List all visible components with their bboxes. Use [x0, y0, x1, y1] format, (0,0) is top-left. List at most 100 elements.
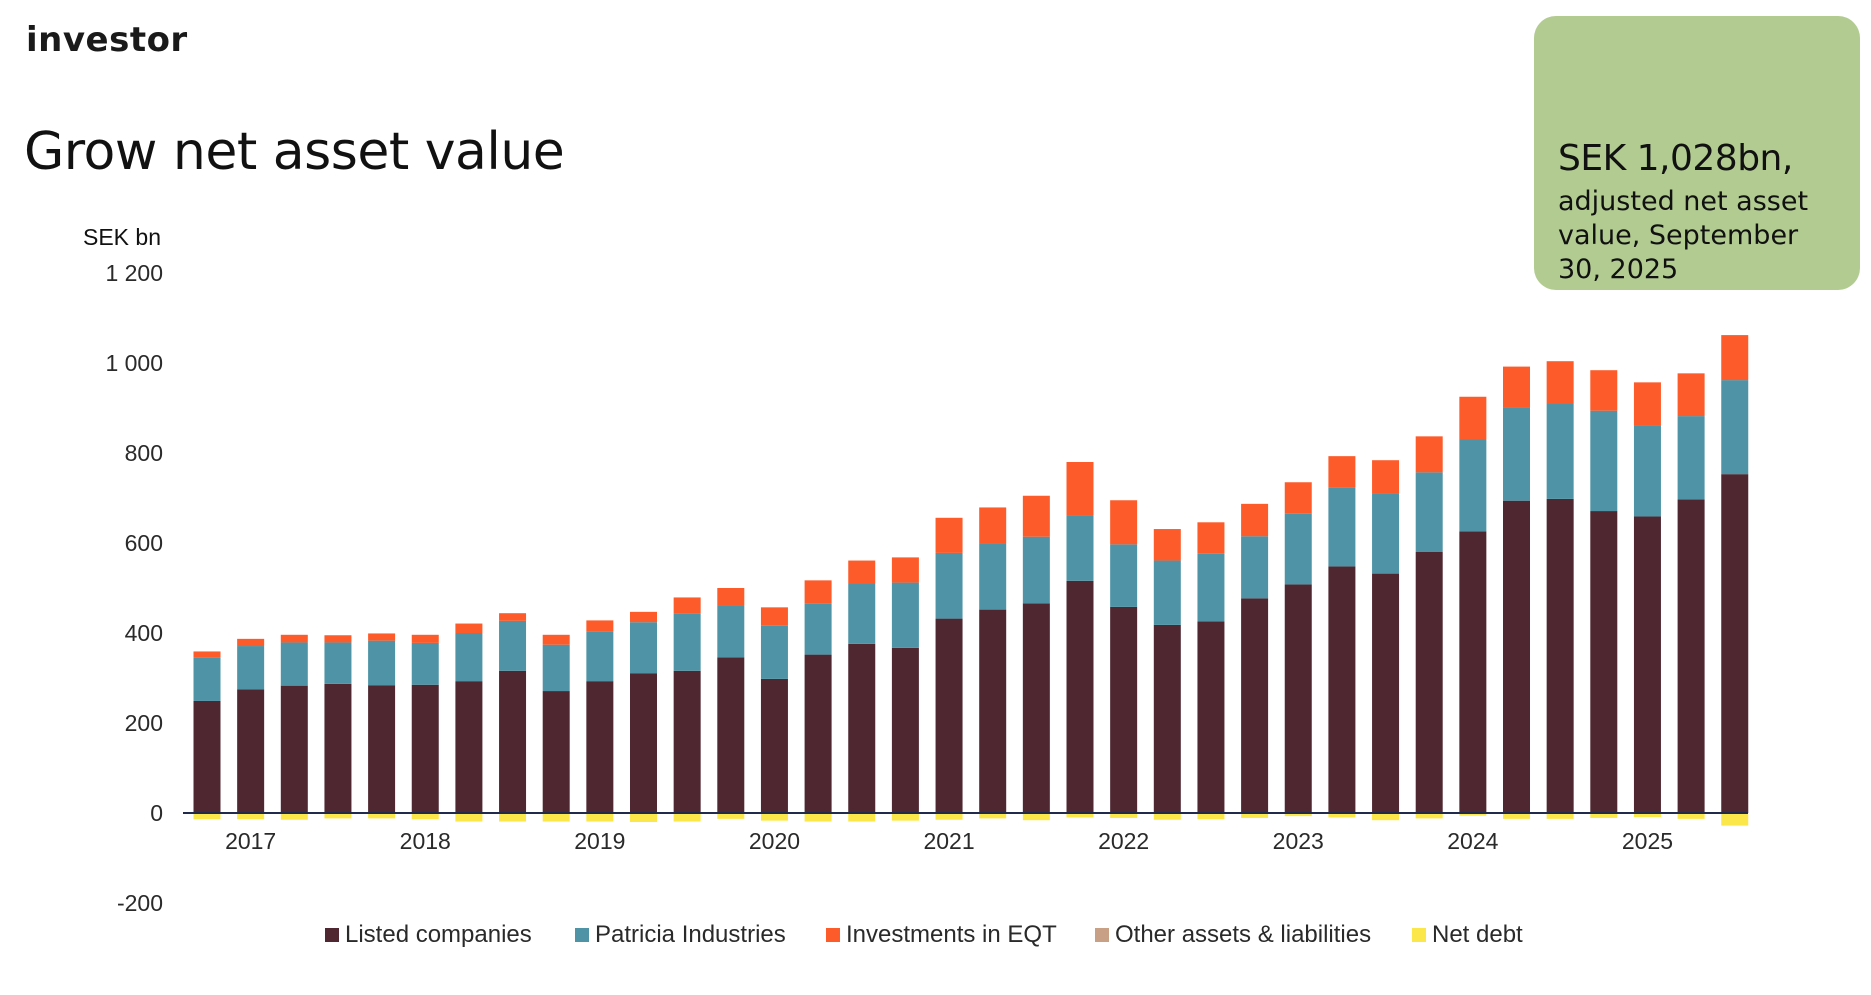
- bar-patricia-industries: [630, 622, 657, 674]
- bar-patricia-industries: [891, 582, 919, 648]
- bar-patricia-industries: [1503, 407, 1530, 501]
- bar-investments-in-eqt: [455, 623, 483, 633]
- bar-listed-companies: [455, 681, 483, 813]
- bar-listed-companies: [1022, 603, 1050, 813]
- bar-net-debt: [324, 813, 352, 819]
- page-title: Grow net asset value: [24, 122, 565, 182]
- y-tick-label: 400: [125, 620, 163, 646]
- bar-listed-companies: [1459, 531, 1487, 813]
- callout-description: adjusted net asset value, September 30, …: [1558, 186, 1809, 285]
- bar-patricia-industries: [411, 642, 439, 685]
- bar-net-debt: [979, 813, 1007, 819]
- bar-patricia-industries: [1153, 560, 1181, 625]
- investor-logo: investor: [26, 20, 188, 60]
- legend-label: Investments in EQT: [846, 921, 1057, 948]
- bar-investments-in-eqt: [324, 635, 352, 643]
- bar-investments-in-eqt: [237, 638, 265, 647]
- bar-listed-companies: [1503, 500, 1530, 813]
- bar-net-debt: [1546, 813, 1574, 819]
- bar-listed-companies: [804, 654, 832, 813]
- bar-patricia-industries: [499, 620, 527, 671]
- legend-item-listed-companies: Listed companies: [325, 921, 532, 949]
- bar-investments-in-eqt: [368, 633, 396, 641]
- bar-investments-in-eqt: [586, 620, 614, 632]
- bar-listed-companies: [499, 670, 527, 813]
- x-tick-label: 2023: [1273, 828, 1324, 854]
- legend-swatch: [1095, 928, 1109, 942]
- bar-net-debt: [237, 813, 265, 820]
- x-axis-ticks: 2017 2018 2019 2020 2021 2022 2023 2024 2025: [225, 828, 1673, 854]
- bar-listed-companies: [1546, 498, 1574, 813]
- bar-patricia-industries: [1633, 425, 1661, 517]
- bar-listed-companies: [1328, 566, 1356, 813]
- bar-investments-in-eqt: [411, 634, 439, 643]
- nav-callout-box: SEK 1,028bn, adjusted net asset value, S…: [1534, 16, 1860, 290]
- bar-net-debt: [717, 813, 745, 819]
- bar-listed-companies: [760, 678, 788, 813]
- bar-listed-companies: [630, 673, 657, 813]
- bar-net-debt: [542, 813, 570, 822]
- bar-investments-in-eqt: [1590, 370, 1618, 411]
- bar-net-debt: [1241, 813, 1269, 818]
- bar-patricia-industries: [1372, 493, 1400, 574]
- legend-swatch: [325, 928, 339, 942]
- bar-net-debt: [804, 813, 832, 822]
- bar-investments-in-eqt: [1197, 522, 1225, 554]
- bar-investments-in-eqt: [1372, 460, 1400, 494]
- bar-listed-companies: [1415, 552, 1443, 813]
- bar-patricia-industries: [848, 583, 876, 644]
- bar-investments-in-eqt: [804, 580, 832, 604]
- bar-listed-companies: [979, 609, 1007, 813]
- bar-patricia-industries: [1677, 416, 1705, 500]
- bar-net-debt: [760, 813, 788, 821]
- bar-patricia-industries: [280, 642, 308, 686]
- bar-listed-companies: [1066, 580, 1094, 813]
- bar-net-debt: [1677, 813, 1705, 819]
- y-axis-ticks: -200 0 200 400 600 800 1 000 1 200: [105, 260, 163, 916]
- legend-label: Listed companies: [345, 921, 532, 948]
- bar-listed-companies: [1284, 584, 1312, 813]
- legend-swatch: [1412, 928, 1426, 942]
- legend-swatch: [826, 928, 840, 942]
- bar-patricia-industries: [324, 642, 352, 684]
- bar-investments-in-eqt: [935, 517, 963, 553]
- bar-patricia-industries: [1066, 515, 1094, 581]
- bar-patricia-industries: [1590, 410, 1618, 512]
- bar-listed-companies: [1677, 499, 1705, 813]
- bar-net-debt: [1022, 813, 1050, 821]
- bar-investments-in-eqt: [717, 588, 745, 606]
- bar-net-debt: [891, 813, 919, 821]
- bar-investments-in-eqt: [1022, 495, 1050, 537]
- bar-net-debt: [1284, 813, 1312, 817]
- bar-investments-in-eqt: [1633, 382, 1661, 426]
- callout-value: SEK 1,028bn,: [1558, 138, 1793, 179]
- bar-investments-in-eqt: [1284, 482, 1312, 514]
- bar-patricia-industries: [455, 633, 483, 682]
- bar-patricia-industries: [1110, 544, 1138, 607]
- bar-net-debt: [935, 813, 963, 820]
- bar-investments-in-eqt: [1241, 503, 1269, 537]
- bar-patricia-industries: [237, 646, 265, 690]
- x-tick-label: 2022: [1098, 828, 1149, 854]
- y-tick-label: 1 000: [105, 350, 163, 376]
- legend-item-investments-in-eqt: Investments in EQT: [826, 921, 1057, 949]
- y-tick-label: 1 200: [105, 260, 163, 286]
- bar-patricia-industries: [1284, 513, 1312, 585]
- bar-net-debt: [1633, 813, 1661, 818]
- bar-investments-in-eqt: [193, 651, 221, 658]
- bar-investments-in-eqt: [1066, 462, 1094, 516]
- y-tick-label: 600: [125, 530, 163, 556]
- bar-net-debt: [1110, 813, 1138, 818]
- bar-investments-in-eqt: [760, 607, 788, 626]
- legend-label: Patricia Industries: [595, 921, 786, 948]
- bar-patricia-industries: [1022, 536, 1050, 604]
- bar-net-debt: [848, 813, 876, 822]
- bar-investments-in-eqt: [1503, 366, 1530, 408]
- y-axis-unit-label: SEK bn: [83, 224, 161, 250]
- bar-listed-companies: [1110, 606, 1138, 813]
- bar-net-debt: [630, 813, 657, 822]
- bar-listed-companies: [1197, 621, 1225, 813]
- bar-net-debt: [411, 813, 439, 820]
- x-tick-label: 2021: [923, 828, 974, 854]
- bar-listed-companies: [673, 670, 701, 813]
